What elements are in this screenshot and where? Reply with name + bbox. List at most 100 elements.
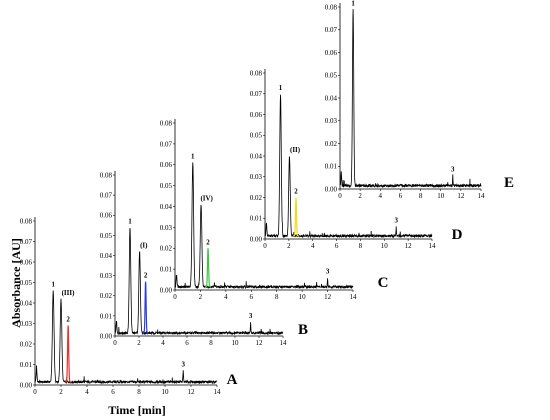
y-tick-label: 0.01 xyxy=(100,312,113,320)
x-tick-label: 2 xyxy=(358,192,362,200)
peak-label: (III) xyxy=(62,289,76,297)
peak-label: 1 xyxy=(128,217,132,225)
x-tick-label: 8 xyxy=(359,242,363,250)
x-tick-label: 14 xyxy=(350,293,358,301)
panel-letter: A xyxy=(227,372,238,388)
y-tick-label: 0.01 xyxy=(250,215,263,223)
x-tick-label: 14 xyxy=(478,192,486,200)
peak-label: (I) xyxy=(140,241,148,249)
peak-label: 1 xyxy=(351,0,355,7)
chromatogram-trace xyxy=(114,228,284,336)
x-tick-label: 8 xyxy=(209,339,213,347)
y-tick-label: 0.03 xyxy=(160,224,173,232)
y-tick-label: 0.06 xyxy=(325,49,338,57)
y-tick-label: 0.02 xyxy=(325,140,338,148)
peak-label: 3 xyxy=(326,267,330,275)
x-tick-label: 12 xyxy=(188,388,196,396)
y-tick-label: 0.05 xyxy=(20,279,33,287)
peak-label: 3 xyxy=(394,217,398,225)
y-tick-label: 0.08 xyxy=(325,3,338,11)
y-tick-label: 0.02 xyxy=(20,340,33,348)
y-tick-label: 0.04 xyxy=(325,94,338,102)
x-tick-label: 0 xyxy=(173,293,177,301)
y-tick-label: 0.03 xyxy=(250,173,263,181)
x-tick-label: 4 xyxy=(85,388,89,396)
x-axis-title: Time [min] xyxy=(108,403,165,417)
panel-letter: D xyxy=(452,227,463,243)
panel-letter: B xyxy=(298,322,308,338)
x-tick-label: 0 xyxy=(113,339,117,347)
x-tick-label: 6 xyxy=(185,339,189,347)
y-tick-label: 0.02 xyxy=(100,292,113,300)
chromatogram-trace xyxy=(34,290,218,385)
x-tick-label: 4 xyxy=(311,242,315,250)
peak-label: 3 xyxy=(249,312,253,320)
y-tick-label: 0.05 xyxy=(250,132,263,140)
x-tick-label: 4 xyxy=(224,293,228,301)
y-tick-label: 0.04 xyxy=(100,252,113,260)
y-tick-label: 0.05 xyxy=(325,72,338,80)
peak-label: 2 xyxy=(144,272,148,280)
panel-c: 0.00 0.01 0.02 0.03 0.04 0.05 0.06 0.07 0.08 0 2 4 6… xyxy=(160,119,389,301)
y-tick-label: 0.07 xyxy=(20,238,33,246)
x-tick-label: 8 xyxy=(419,192,423,200)
y-tick-label: 0.04 xyxy=(250,152,263,160)
x-tick-label: 0 xyxy=(338,192,342,200)
y-axis-title: Absorbance [AU] xyxy=(9,238,23,328)
chromatogram-trace xyxy=(264,94,433,239)
y-tick-label: 0.06 xyxy=(100,212,113,220)
y-tick-label: 0.01 xyxy=(325,163,338,171)
peak-2 xyxy=(205,248,212,288)
y-tick-label: 0.06 xyxy=(250,111,263,119)
y-tick-label: 0.02 xyxy=(160,245,173,253)
peak-label: (II) xyxy=(290,146,301,154)
x-tick-label: 14 xyxy=(280,339,288,347)
y-tick-label: 0.08 xyxy=(20,217,33,225)
x-tick-label: 6 xyxy=(250,293,254,301)
x-tick-label: 10 xyxy=(299,293,307,301)
y-tick-label: 0.08 xyxy=(100,171,113,179)
x-tick-label: 12 xyxy=(405,242,413,250)
x-tick-label: 6 xyxy=(111,388,115,396)
y-tick-label: 0.01 xyxy=(160,266,173,274)
peak-2 xyxy=(65,325,72,383)
y-tick-label: 0.03 xyxy=(325,117,338,125)
y-tick-label: 0.06 xyxy=(20,258,33,266)
x-tick-label: 6 xyxy=(399,192,403,200)
x-tick-label: 6 xyxy=(335,242,339,250)
x-tick-label: 2 xyxy=(59,388,63,396)
y-tick-label: 0.07 xyxy=(250,90,263,98)
x-tick-label: 12 xyxy=(256,339,264,347)
y-tick-label: 0.00 xyxy=(20,381,33,389)
x-tick-label: 2 xyxy=(287,242,291,250)
chromatogram-trace xyxy=(339,8,482,189)
x-tick-label: 2 xyxy=(137,339,141,347)
x-tick-label: 10 xyxy=(381,242,389,250)
panel-e: 0.00 0.01 0.02 0.03 0.04 0.05 0.06 0.07 0.08 0 2 4 6… xyxy=(325,0,514,200)
y-tick-label: 0.07 xyxy=(100,192,113,200)
peak-label: 3 xyxy=(451,165,455,173)
y-tick-label: 0.05 xyxy=(100,232,113,240)
y-tick-label: 0.00 xyxy=(250,235,263,243)
x-tick-label: 4 xyxy=(161,339,165,347)
y-tick-label: 0.02 xyxy=(250,194,263,202)
y-tick-label: 0.06 xyxy=(160,161,173,169)
panel-a: 0.00 0.01 0.02 0.03 0.04 0.05 0.06 0.07 0.08 0 2 4 6… xyxy=(20,217,238,396)
y-tick-label: 0.05 xyxy=(160,182,173,190)
peak-label: 1 xyxy=(279,84,283,92)
panel-letter: C xyxy=(378,275,389,291)
x-tick-label: 10 xyxy=(437,192,445,200)
chromatogram-trace xyxy=(174,162,354,290)
y-tick-label: 0.03 xyxy=(100,272,113,280)
peak-2 xyxy=(293,197,299,237)
x-tick-label: 8 xyxy=(275,293,279,301)
peak-label: 2 xyxy=(66,316,70,324)
y-tick-label: 0.08 xyxy=(250,69,263,77)
x-tick-label: 2 xyxy=(199,293,203,301)
x-tick-label: 4 xyxy=(379,192,383,200)
peak-label: 1 xyxy=(51,281,55,289)
panel-b: 0.00 0.01 0.02 0.03 0.04 0.05 0.06 0.07 0.08 0 2 4 6… xyxy=(100,171,308,347)
y-tick-label: 0.07 xyxy=(160,140,173,148)
y-tick-label: 0.00 xyxy=(325,185,338,193)
